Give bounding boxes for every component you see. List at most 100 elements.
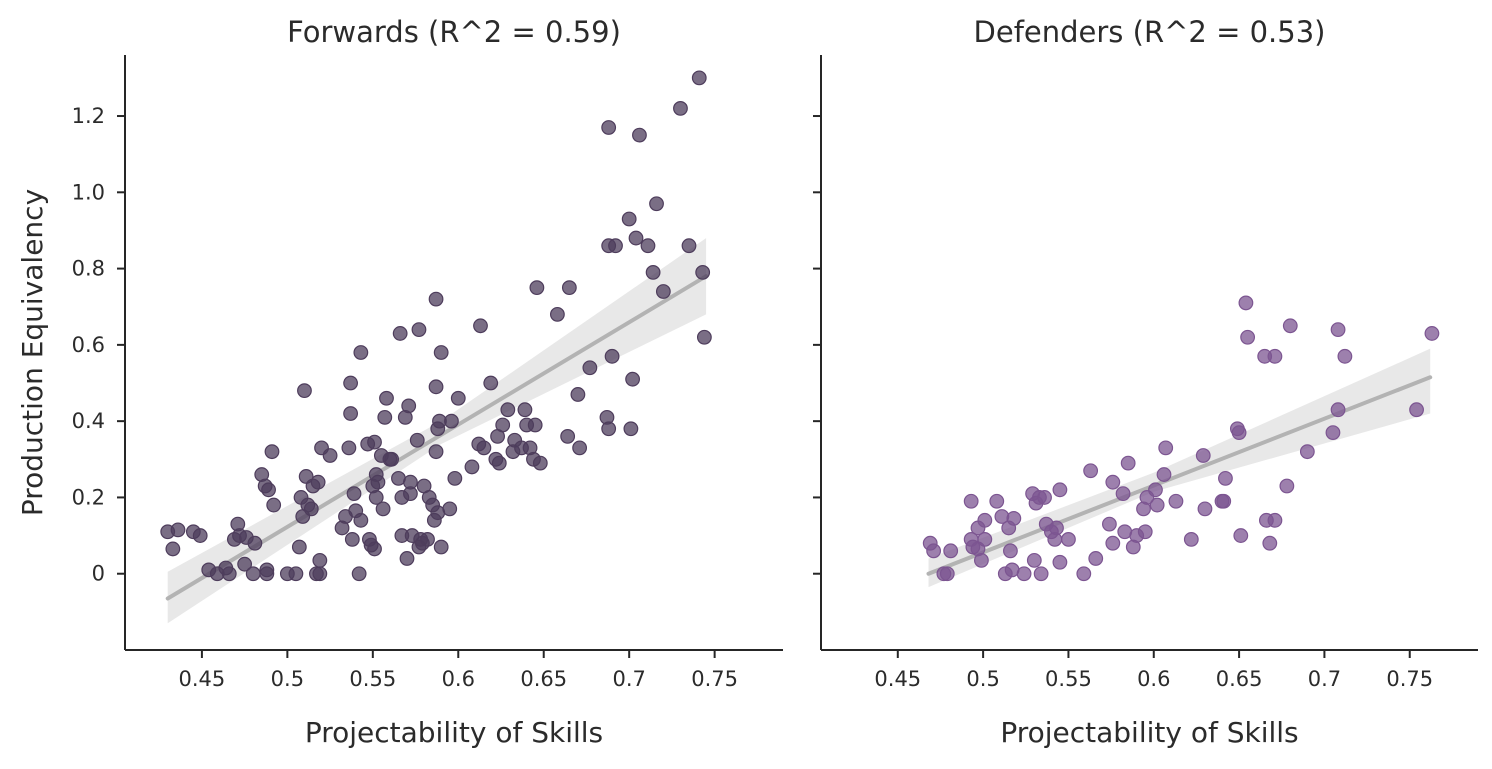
data-point <box>428 379 444 395</box>
data-point <box>1168 493 1184 509</box>
data-point <box>532 455 548 471</box>
data-point <box>367 541 382 557</box>
data-point <box>1156 467 1172 482</box>
data-point <box>963 493 979 509</box>
data-point <box>1105 535 1121 551</box>
data-point <box>1105 474 1121 490</box>
x-axis-label: Projectability of Skills <box>1000 716 1298 749</box>
data-point <box>375 501 391 517</box>
data-point <box>1052 482 1068 498</box>
data-point <box>1149 497 1165 513</box>
data-point <box>377 409 393 425</box>
data-point <box>550 306 565 322</box>
x-tick-label: 0.55 <box>349 667 396 691</box>
data-point <box>1148 482 1163 498</box>
data-point <box>1076 566 1092 582</box>
panel-forwards: 0.45 0.5 0.55 0.6 0.65 0.7 0.75 0 0.2 0.4 0.6 0.8 1.… <box>16 15 783 749</box>
data-point <box>1279 478 1295 494</box>
data-point <box>1337 348 1353 364</box>
data-point <box>1003 543 1018 559</box>
data-point <box>529 280 545 296</box>
data-point <box>1088 551 1104 566</box>
data-point <box>473 318 488 334</box>
data-point <box>310 474 326 490</box>
data-point <box>1137 524 1153 540</box>
data-point <box>450 390 466 406</box>
data-point <box>247 535 263 551</box>
data-point <box>291 539 307 555</box>
x-tick-label: 0.5 <box>966 667 999 691</box>
y-tick-label: 1.2 <box>72 104 105 128</box>
data-point <box>1330 322 1346 338</box>
data-point <box>344 531 360 547</box>
data-point <box>649 196 664 212</box>
data-point <box>353 345 369 360</box>
data-point <box>517 402 533 418</box>
x-tick-label: 0.45 <box>874 667 921 691</box>
data-point <box>977 531 993 547</box>
data-point <box>409 432 425 448</box>
x-tick-label: 0.6 <box>1137 667 1170 691</box>
data-point <box>1233 528 1249 543</box>
data-point <box>266 497 282 513</box>
data-point <box>939 566 955 582</box>
data-point <box>681 238 697 254</box>
y-tick-label: 0.8 <box>72 257 105 281</box>
data-point <box>367 434 382 450</box>
data-point <box>1061 531 1076 547</box>
data-point <box>433 345 449 360</box>
data-point <box>1330 402 1346 418</box>
y-tick-label: 0.6 <box>72 333 105 357</box>
data-point <box>420 531 435 547</box>
data-point <box>343 406 359 421</box>
data-point <box>1016 566 1032 582</box>
data-point <box>447 470 463 486</box>
data-point <box>500 402 516 418</box>
data-point <box>1282 318 1298 334</box>
data-point <box>1197 501 1213 517</box>
data-point <box>1037 490 1052 505</box>
data-point <box>974 552 989 568</box>
data-point <box>604 348 620 364</box>
x-tick-label: 0.7 <box>612 667 645 691</box>
chart-title: Forwards (R^2 = 0.59) <box>287 15 621 49</box>
data-point <box>1052 554 1068 570</box>
data-point <box>1218 470 1233 486</box>
x-tick-label: 0.6 <box>442 667 475 691</box>
data-point <box>1101 516 1117 532</box>
data-point <box>392 326 408 341</box>
data-point <box>1195 448 1211 463</box>
x-tick-label: 0.55 <box>1045 667 1092 691</box>
data-point <box>926 543 942 559</box>
data-point <box>192 528 208 543</box>
y-tick-label: 0 <box>92 562 105 586</box>
data-point <box>645 265 661 280</box>
y-tick-label: 0.2 <box>72 485 105 509</box>
data-point <box>346 486 362 502</box>
data-point <box>570 387 586 402</box>
data-point <box>237 556 253 572</box>
data-point <box>411 322 427 338</box>
points-group <box>160 70 712 582</box>
data-point <box>1325 425 1341 440</box>
data-point <box>989 493 1005 509</box>
x-tick-label: 0.7 <box>1308 667 1341 691</box>
data-point <box>673 100 688 116</box>
x-tick-label: 0.45 <box>179 667 226 691</box>
data-point <box>428 444 444 460</box>
data-point <box>695 265 711 280</box>
y-axis-label: Production Equivalency <box>16 189 49 516</box>
data-point <box>379 390 394 406</box>
data-point <box>264 444 280 460</box>
data-point <box>1158 440 1174 456</box>
data-point <box>403 474 418 490</box>
data-point <box>297 383 312 399</box>
y-tick-label: 1.0 <box>72 180 105 204</box>
data-point <box>608 238 623 254</box>
panel-defenders: 0.45 0.5 0.55 0.6 0.65 0.7 0.75 Defenders (R^2 … <box>813 15 1478 749</box>
data-point <box>560 429 576 444</box>
y-tick-label: 0.4 <box>72 409 105 433</box>
data-point <box>977 512 993 528</box>
data-point <box>601 421 617 437</box>
